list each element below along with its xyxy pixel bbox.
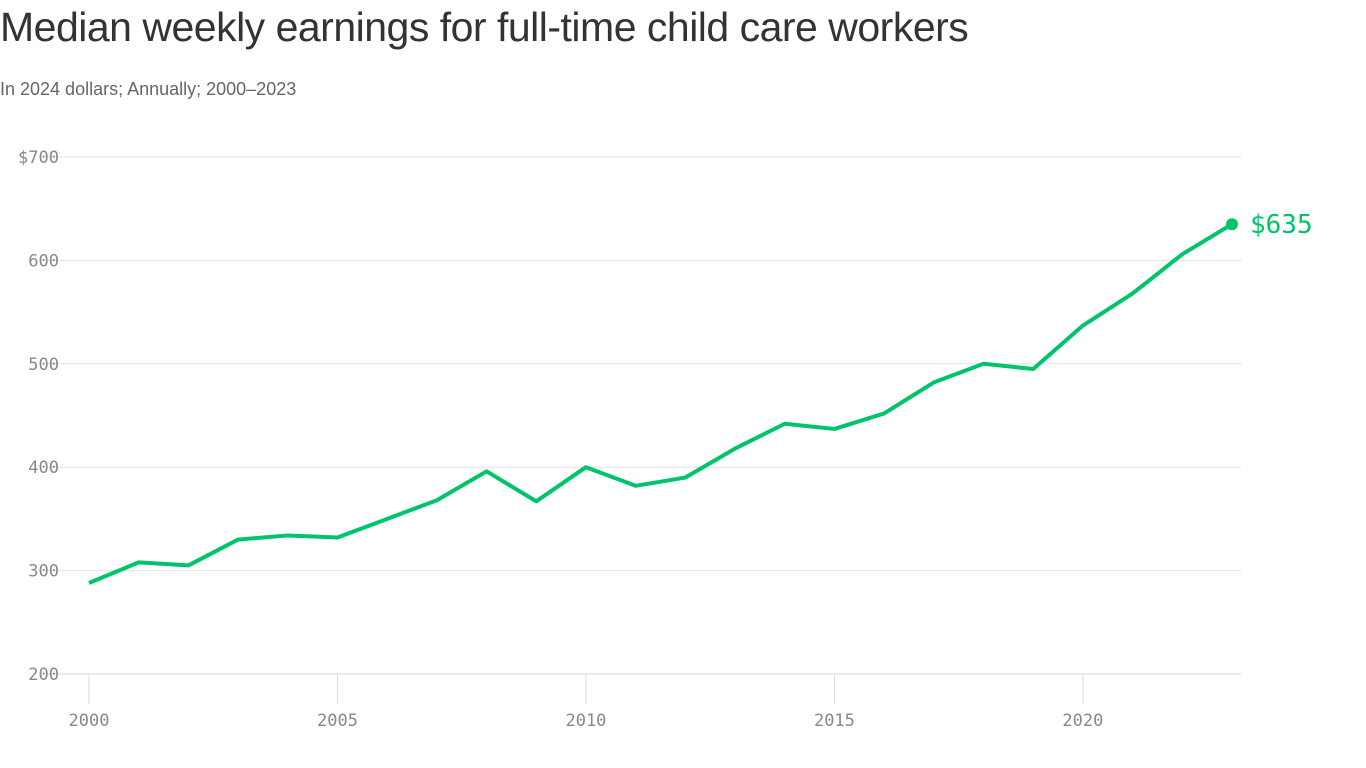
chart-subtitle: In 2024 dollars; Annually; 2000–2023 (0, 79, 297, 99)
data-point (87, 581, 91, 585)
end-value-label: $635 (1250, 210, 1313, 240)
data-point (335, 536, 339, 540)
data-point (932, 380, 936, 384)
data-point (286, 533, 290, 537)
y-tick-label: 600 (28, 251, 59, 271)
data-point (634, 484, 638, 488)
chart-title: Median weekly earnings for full-time chi… (0, 4, 969, 50)
y-tick-label: $700 (18, 148, 59, 168)
series-line (88, 222, 1234, 585)
x-tick-label: 2005 (317, 711, 358, 731)
data-point (982, 362, 986, 366)
data-point (832, 427, 836, 431)
series-layer: $635 (87, 210, 1313, 585)
x-tick-label: 2000 (69, 711, 110, 731)
data-point (584, 465, 588, 469)
data-point (534, 499, 538, 503)
gridlines (47, 156, 1241, 675)
y-tick-label: 400 (28, 458, 59, 478)
end-point-marker (1226, 218, 1238, 231)
data-point (186, 563, 190, 567)
y-tick-label: 300 (28, 562, 59, 582)
x-tick-label: 2010 (565, 711, 606, 731)
x-tick-label: 2015 (814, 711, 855, 731)
data-point (485, 469, 489, 473)
data-point (385, 517, 389, 521)
data-point (683, 476, 687, 480)
x-axis: 2000 2005 2010 2015 2020 (69, 674, 1103, 731)
y-axis-labels: $700 600 500 400 300 200 (18, 148, 59, 685)
data-point (733, 447, 737, 451)
data-point (882, 411, 886, 415)
data-point (1081, 324, 1085, 328)
data-point (236, 538, 240, 542)
data-point (1031, 367, 1035, 371)
data-point (783, 422, 787, 426)
data-point (1131, 291, 1135, 295)
y-tick-label: 500 (28, 355, 59, 375)
x-tick-label: 2020 (1062, 711, 1103, 731)
data-point (435, 498, 439, 502)
data-point (1180, 252, 1184, 256)
data-point (137, 560, 141, 564)
y-tick-label: 200 (28, 665, 59, 685)
